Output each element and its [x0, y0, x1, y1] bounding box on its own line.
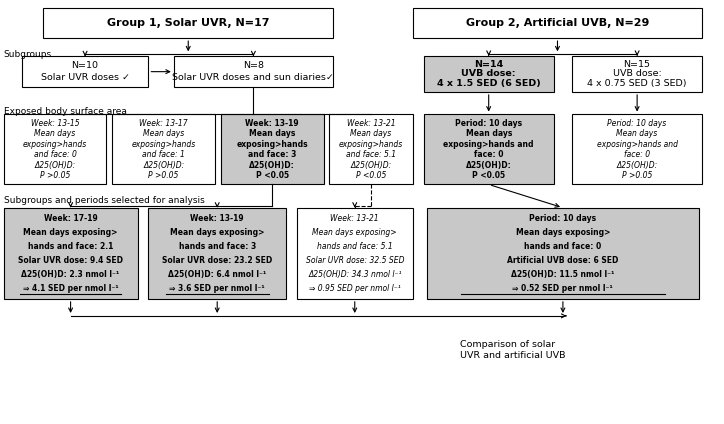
- FancyBboxPatch shape: [329, 114, 413, 184]
- Text: exposing>hands and: exposing>hands and: [597, 139, 678, 149]
- Text: exposing>hands: exposing>hands: [237, 139, 308, 149]
- Text: Mean days exposing>: Mean days exposing>: [313, 228, 397, 237]
- Text: Mean days: Mean days: [617, 129, 657, 138]
- FancyBboxPatch shape: [424, 114, 554, 184]
- Text: Mean days: Mean days: [350, 129, 392, 138]
- Text: Δ25(OH)D:: Δ25(OH)D:: [35, 161, 75, 170]
- FancyBboxPatch shape: [4, 208, 138, 299]
- FancyBboxPatch shape: [174, 56, 333, 87]
- Text: Week: 13-19: Week: 13-19: [245, 119, 299, 128]
- FancyBboxPatch shape: [413, 8, 702, 38]
- Text: Period: 10 days: Period: 10 days: [607, 119, 667, 128]
- Text: P >0.05: P >0.05: [148, 171, 179, 180]
- Text: Artificial UVB dose: 6 SED: Artificial UVB dose: 6 SED: [508, 256, 618, 265]
- Text: Mean days exposing>: Mean days exposing>: [515, 228, 610, 237]
- Text: UVB dose:: UVB dose:: [461, 70, 516, 78]
- FancyBboxPatch shape: [4, 114, 106, 184]
- Text: hands and face: 5.1: hands and face: 5.1: [317, 242, 392, 251]
- Text: Exposed body surface area: Exposed body surface area: [4, 106, 127, 116]
- Text: Solar UVR doses ✓: Solar UVR doses ✓: [41, 73, 130, 82]
- Text: 4 x 1.5 SED (6 SED): 4 x 1.5 SED (6 SED): [437, 79, 541, 88]
- Text: Comparison of solar
UVR and artificial UVB: Comparison of solar UVR and artificial U…: [460, 340, 565, 360]
- FancyBboxPatch shape: [297, 208, 413, 299]
- Text: Δ25(OH)D: 2.3 nmol l⁻¹: Δ25(OH)D: 2.3 nmol l⁻¹: [22, 270, 119, 279]
- Text: Δ25(OH)D:: Δ25(OH)D:: [617, 161, 657, 170]
- Text: P >0.05: P >0.05: [622, 171, 652, 180]
- Text: Mean days: Mean days: [249, 129, 295, 138]
- Text: and face: 5.1: and face: 5.1: [346, 150, 396, 159]
- Text: Week: 13-17: Week: 13-17: [139, 119, 188, 128]
- FancyBboxPatch shape: [112, 114, 215, 184]
- Text: and face: 1: and face: 1: [142, 150, 185, 159]
- Text: Δ25(OH)D:: Δ25(OH)D:: [466, 161, 512, 170]
- Text: Mean days exposing>: Mean days exposing>: [170, 228, 264, 237]
- Text: N=14: N=14: [474, 60, 503, 69]
- Text: P <0.05: P <0.05: [256, 171, 289, 180]
- Text: Solar UVR dose: 9.4 SED: Solar UVR dose: 9.4 SED: [18, 256, 123, 265]
- Text: Week: 13-21: Week: 13-21: [330, 214, 379, 223]
- Text: P >0.05: P >0.05: [40, 171, 70, 180]
- Text: Δ25(OH)D: 11.5 nmol l⁻¹: Δ25(OH)D: 11.5 nmol l⁻¹: [511, 270, 615, 279]
- Text: and face: 0: and face: 0: [33, 150, 77, 159]
- Text: ⇒ 0.95 SED per nmol l⁻¹: ⇒ 0.95 SED per nmol l⁻¹: [309, 284, 400, 293]
- Text: face: 0: face: 0: [624, 150, 650, 159]
- Text: and face: 3: and face: 3: [248, 150, 296, 159]
- Text: Week: 13-19: Week: 13-19: [190, 214, 244, 223]
- Text: Δ25(OH)D:: Δ25(OH)D:: [143, 161, 184, 170]
- Text: Mean days: Mean days: [35, 129, 75, 138]
- Text: exposing>hands: exposing>hands: [132, 139, 195, 149]
- Text: Solar UVR dose: 23.2 SED: Solar UVR dose: 23.2 SED: [162, 256, 272, 265]
- Text: N=10: N=10: [72, 61, 98, 70]
- Text: 4 x 0.75 SED (3 SED): 4 x 0.75 SED (3 SED): [587, 79, 687, 88]
- Text: Δ25(OH)D: 34.3 nmol l⁻¹: Δ25(OH)D: 34.3 nmol l⁻¹: [308, 270, 402, 279]
- Text: Mean days: Mean days: [466, 129, 512, 138]
- Text: Subgroups: Subgroups: [4, 50, 51, 59]
- FancyBboxPatch shape: [22, 56, 148, 87]
- Text: ⇒ 3.6 SED per nmol l⁻¹: ⇒ 3.6 SED per nmol l⁻¹: [169, 284, 265, 293]
- Text: Δ25(OH)D: 6.4 nmol l⁻¹: Δ25(OH)D: 6.4 nmol l⁻¹: [168, 270, 266, 279]
- Text: P <0.05: P <0.05: [356, 171, 386, 180]
- FancyBboxPatch shape: [572, 56, 702, 92]
- Text: Solar UVR doses and sun diaries✓: Solar UVR doses and sun diaries✓: [172, 73, 334, 82]
- Text: Δ25(OH)D:: Δ25(OH)D:: [350, 161, 392, 170]
- FancyBboxPatch shape: [43, 8, 333, 38]
- Text: ⇒ 4.1 SED per nmol l⁻¹: ⇒ 4.1 SED per nmol l⁻¹: [22, 284, 119, 293]
- FancyBboxPatch shape: [427, 208, 699, 299]
- FancyBboxPatch shape: [572, 114, 702, 184]
- Text: face: 0: face: 0: [474, 150, 503, 159]
- Text: ⇒ 0.52 SED per nmol l⁻¹: ⇒ 0.52 SED per nmol l⁻¹: [513, 284, 613, 293]
- FancyBboxPatch shape: [148, 208, 286, 299]
- Text: hands and face: 0: hands and face: 0: [524, 242, 602, 251]
- Text: Δ25(OH)D:: Δ25(OH)D:: [249, 161, 295, 170]
- Text: N=8: N=8: [243, 61, 264, 70]
- FancyBboxPatch shape: [221, 114, 324, 184]
- Text: exposing>hands: exposing>hands: [339, 139, 403, 149]
- Text: exposing>hands and: exposing>hands and: [443, 139, 534, 149]
- Text: hands and face: 2.1: hands and face: 2.1: [28, 242, 113, 251]
- Text: Mean days: Mean days: [143, 129, 184, 138]
- Text: exposing>hands: exposing>hands: [23, 139, 87, 149]
- Text: Week: 13-21: Week: 13-21: [347, 119, 395, 128]
- Text: hands and face: 3: hands and face: 3: [179, 242, 256, 251]
- Text: Group 1, Solar UVR, N=17: Group 1, Solar UVR, N=17: [107, 18, 269, 28]
- Text: Mean days exposing>: Mean days exposing>: [23, 228, 118, 237]
- Text: N=15: N=15: [623, 60, 651, 69]
- FancyBboxPatch shape: [424, 56, 554, 92]
- Text: Period: 10 days: Period: 10 days: [529, 214, 597, 223]
- Text: Week: 13-15: Week: 13-15: [30, 119, 80, 128]
- Text: UVB dose:: UVB dose:: [613, 70, 662, 78]
- Text: P <0.05: P <0.05: [472, 171, 505, 180]
- Text: Group 2, Artificial UVB, N=29: Group 2, Artificial UVB, N=29: [466, 18, 649, 28]
- Text: Solar UVR dose: 32.5 SED: Solar UVR dose: 32.5 SED: [306, 256, 404, 265]
- Text: Subgroups and periods selected for analysis: Subgroups and periods selected for analy…: [4, 196, 204, 205]
- Text: Week: 17-19: Week: 17-19: [43, 214, 98, 223]
- Text: Period: 10 days: Period: 10 days: [455, 119, 522, 128]
